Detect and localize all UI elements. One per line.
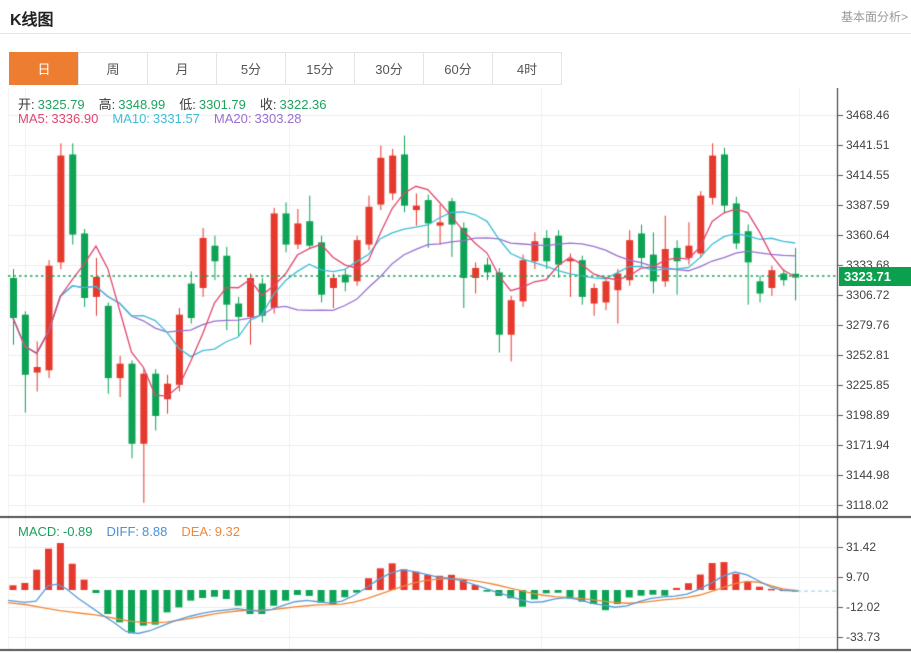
y-axis-label: 3198.89 bbox=[846, 408, 890, 422]
y-axis-label: 31.42 bbox=[846, 539, 877, 554]
dea-label: DEA: bbox=[181, 524, 212, 539]
period-tabs: 日周月 5分 15分 30分 60分 4时 bbox=[9, 52, 562, 85]
y-axis-label: 9.70 bbox=[846, 569, 870, 584]
ohlc-legend: 开: 3325.79 高: 3348.99 低: 3301.79 收: 3322.36 bbox=[18, 94, 330, 113]
y-axis-label: 3306.72 bbox=[846, 288, 890, 302]
close-value: 3322.36 bbox=[279, 97, 327, 112]
low-label: 低: bbox=[179, 97, 196, 112]
y-axis-label: 3225.85 bbox=[846, 378, 890, 392]
y-axis-label: 3414.55 bbox=[846, 168, 890, 182]
period-tab-5[interactable]: 30分 bbox=[354, 52, 424, 85]
dea-value: 9.32 bbox=[214, 524, 240, 539]
page-title: K线图 bbox=[10, 12, 54, 29]
fundamental-analysis-link[interactable]: 基本面分析> bbox=[840, 10, 908, 24]
ma10-value: 3331.57 bbox=[152, 111, 200, 126]
y-axis-label: 3252.81 bbox=[846, 348, 890, 362]
period-tab-6[interactable]: 60分 bbox=[423, 52, 493, 85]
y-axis-label: 3279.76 bbox=[846, 318, 890, 332]
ma20-label: MA20: bbox=[213, 111, 252, 126]
low-value: 3301.79 bbox=[198, 97, 246, 112]
y-axis-label: 3387.59 bbox=[846, 198, 890, 212]
y-axis-label: 3468.46 bbox=[846, 108, 890, 122]
open-label: 开: bbox=[18, 97, 35, 112]
close-label: 收: bbox=[259, 97, 277, 112]
y-axis-label: 3171.94 bbox=[846, 438, 890, 452]
y-axis-label: -33.73 bbox=[846, 629, 881, 644]
header-divider bbox=[0, 33, 911, 34]
kline-canvas[interactable] bbox=[0, 88, 911, 653]
ma10-label: MA10: bbox=[112, 111, 150, 126]
diff-value: 8.88 bbox=[142, 524, 168, 539]
y-axis-label: 3144.98 bbox=[846, 468, 890, 482]
period-tab-4[interactable]: 15分 bbox=[285, 52, 355, 85]
period-tab-0[interactable]: 日 bbox=[9, 52, 79, 85]
open-value: 3325.79 bbox=[37, 97, 85, 112]
ma5-label: MA5: bbox=[18, 111, 49, 126]
chart-area: 开: 3325.79 高: 3348.99 低: 3301.79 收: 3322.36 MA5… bbox=[0, 88, 911, 653]
y-axis-label: 3118.02 bbox=[846, 498, 889, 512]
high-label: 高: bbox=[98, 97, 116, 112]
current-price-badge: 3323.71 bbox=[839, 267, 911, 286]
y-axis-label: 3441.51 bbox=[846, 138, 890, 152]
period-tab-7[interactable]: 4时 bbox=[492, 52, 562, 85]
ma5-value: 3336.90 bbox=[51, 111, 99, 126]
ma20-value: 3303.28 bbox=[254, 111, 302, 126]
diff-label: DIFF: bbox=[106, 524, 140, 539]
macd-value: -0.89 bbox=[62, 524, 93, 539]
ma-legend: MA5: 3336.90 MA10: 3331.57 MA20: 3303.28 bbox=[18, 111, 305, 126]
y-axis-label: -12.02 bbox=[846, 599, 881, 614]
macd-legend: MACD: -0.89 DIFF: 8.88 DEA: 9.32 bbox=[18, 524, 243, 539]
high-value: 3348.99 bbox=[118, 97, 166, 112]
period-tab-2[interactable]: 月 bbox=[147, 52, 217, 85]
y-axis-label: 3360.64 bbox=[846, 228, 890, 242]
period-tab-1[interactable]: 周 bbox=[78, 52, 148, 85]
macd-label: MACD: bbox=[18, 524, 60, 539]
period-tab-3[interactable]: 5分 bbox=[216, 52, 286, 85]
